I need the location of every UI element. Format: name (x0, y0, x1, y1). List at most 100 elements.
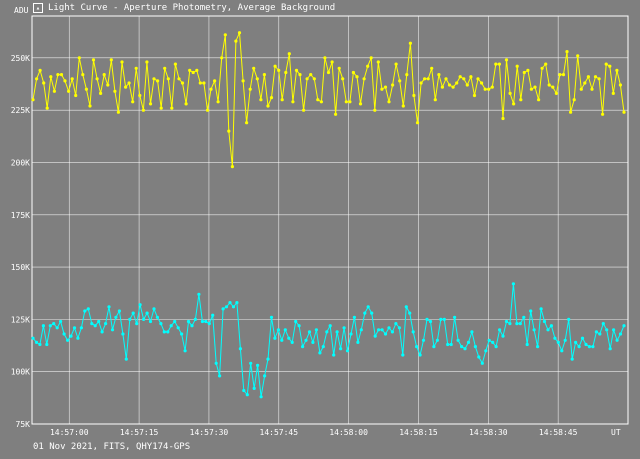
series-1-line (32, 32, 625, 167)
series-2-point (522, 315, 526, 319)
series-1-point (49, 75, 53, 79)
series-2-point (515, 322, 519, 326)
series-1-point (159, 106, 163, 110)
y-tick-label: 100K (11, 368, 30, 377)
series-2-point (142, 317, 146, 321)
x-tick-label: 14:57:00 (50, 428, 89, 437)
series-1-point (551, 85, 555, 89)
series-2-point (41, 324, 46, 328)
series-1-point (394, 62, 398, 66)
series-2-point (373, 334, 377, 338)
series-2-point (511, 282, 515, 286)
series-1-point (579, 87, 583, 91)
series-1-point (412, 93, 416, 98)
series-1-point (280, 98, 284, 102)
series-2-point (245, 393, 249, 397)
series-2-point (383, 332, 388, 336)
series-1-point (91, 58, 96, 62)
series-1-point (366, 64, 370, 68)
series-1-point (213, 79, 217, 83)
series-1-point (81, 73, 85, 77)
series-1-point (220, 56, 224, 60)
series-1-point (45, 106, 49, 110)
series-2-point (546, 328, 550, 332)
series-2-point (622, 324, 626, 328)
series-2-point (31, 336, 35, 340)
series-2-point (477, 355, 481, 359)
series-1-point (576, 54, 580, 58)
series-1-point (173, 62, 177, 66)
series-2-point (135, 322, 139, 326)
series-1-point (558, 73, 562, 77)
series-2-point (587, 345, 592, 349)
series-2-point (574, 340, 578, 344)
series-2-point (366, 305, 370, 309)
series-1-point (234, 39, 238, 43)
series-2-point (294, 319, 298, 324)
series-1-point (569, 110, 573, 114)
series-1-point (537, 98, 541, 102)
series-1-point (84, 87, 88, 91)
series-1-point (561, 73, 566, 77)
series-1-point (462, 77, 466, 81)
x-tick-label: 14:58:00 (329, 428, 368, 437)
series-2-point (304, 338, 308, 342)
series-1-point (188, 68, 192, 72)
series-2-point (90, 322, 94, 326)
series-2-point (421, 338, 426, 342)
x-tick-label: 14:57:15 (120, 428, 159, 437)
series-1-point (608, 64, 612, 68)
series-2-point (186, 319, 191, 324)
series-2-point (380, 328, 384, 332)
series-2-point (263, 374, 267, 378)
series-2-point (59, 319, 63, 324)
chart-app-icon[interactable]: ▴ (33, 3, 43, 13)
series-1-point (572, 98, 576, 102)
series-1-point (284, 70, 288, 75)
series-2-point (276, 328, 280, 332)
series-2-point (356, 340, 360, 344)
series-1-point (262, 73, 266, 77)
series-1-point (269, 96, 274, 100)
series-1-point (433, 98, 437, 102)
series-1-point (554, 91, 559, 95)
series-1-point (415, 121, 420, 125)
series-1-point (501, 116, 505, 121)
series-2-point (266, 357, 270, 361)
series-1-point (547, 83, 551, 87)
series-2-point (231, 305, 236, 309)
series-2-point (169, 324, 173, 328)
series-1-point (444, 77, 448, 81)
series-1-point (316, 98, 320, 102)
series-1-point (323, 56, 327, 60)
y-axis-label: ADU (14, 6, 29, 15)
series-2-point (553, 336, 557, 340)
series-1-point (430, 66, 434, 70)
y-tick-label: 75K (16, 420, 31, 429)
series-2-point (470, 330, 474, 334)
series-1-point (391, 83, 395, 87)
series-1-point (604, 62, 608, 66)
series-2-point (301, 345, 305, 349)
series-1-point (351, 70, 355, 75)
series-1-point (334, 112, 338, 116)
series-2-point (605, 328, 609, 332)
series-1-point (376, 60, 380, 64)
series-2-point (290, 340, 294, 344)
series-2-point (124, 357, 128, 361)
series-2-point (235, 301, 239, 305)
series-1-point (177, 77, 181, 81)
series-2-point (556, 340, 560, 344)
series-1-point (583, 81, 587, 85)
series-2-point (314, 328, 318, 332)
series-1-point (440, 85, 444, 89)
series-2-point (252, 386, 256, 390)
series-1-point (519, 98, 523, 102)
series-2-point (563, 338, 567, 342)
series-1-point (95, 77, 99, 81)
series-1-point (522, 70, 526, 75)
y-tick-label: 150K (11, 263, 30, 272)
series-1-point (191, 70, 195, 75)
series-2-point (594, 330, 599, 334)
series-1-point (205, 108, 210, 112)
